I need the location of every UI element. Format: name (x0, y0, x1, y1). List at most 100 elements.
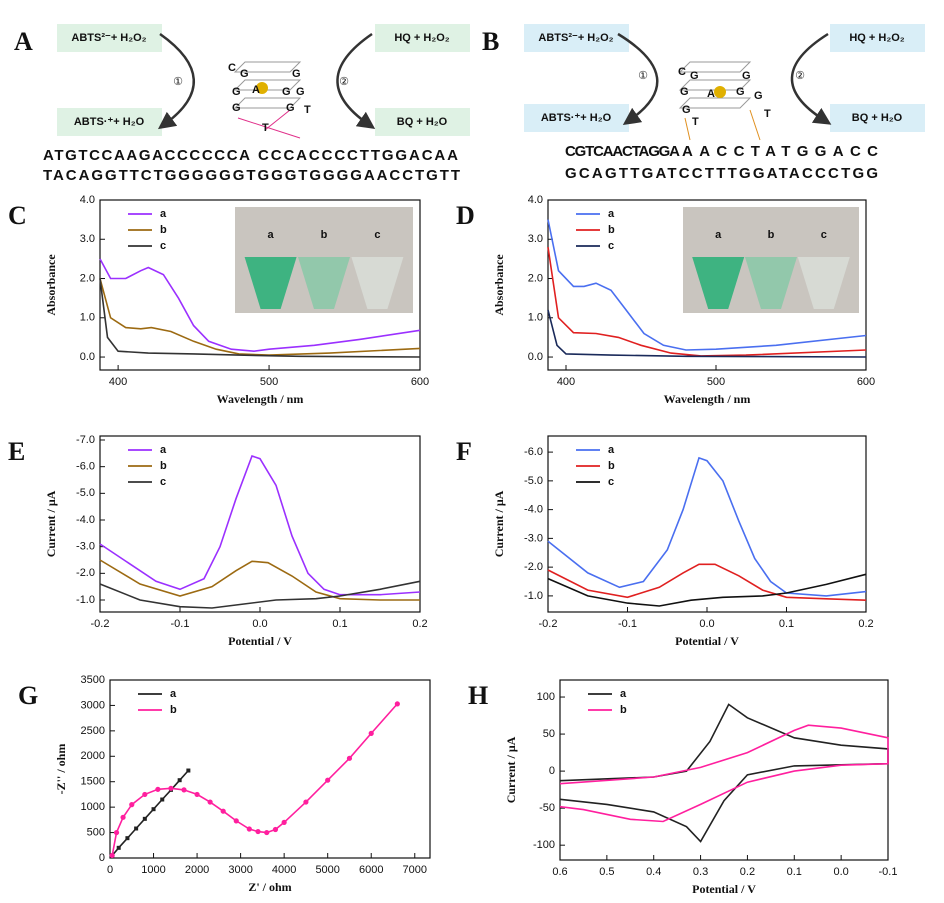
y-tick-label: 1500 (81, 776, 105, 788)
x-tick-label: 600 (411, 376, 429, 388)
x-tick-label: -0.1 (618, 618, 637, 630)
x-tick-label: 0.1 (787, 866, 802, 878)
base: T (304, 104, 311, 116)
marker (220, 808, 226, 814)
legend-label: c (160, 240, 166, 252)
y-tick-label: 3.0 (80, 233, 95, 245)
marker (155, 786, 161, 792)
panel-b: B ABTS²⁻+ H₂O₂ HQ + H₂O₂ ABTS·⁺+ H₂O BQ … (482, 24, 925, 182)
marker (113, 829, 120, 836)
inset-label: b (768, 229, 775, 241)
arrow (157, 32, 195, 130)
y-tick-label: -6.0 (76, 461, 95, 473)
x-tick-label: -0.2 (539, 618, 558, 630)
step: ① (638, 70, 648, 82)
marker (168, 785, 174, 791)
inset-label: c (374, 229, 380, 241)
box-text: HQ + H₂O₂ (394, 32, 449, 44)
step: ② (795, 70, 805, 82)
base: G (232, 86, 241, 98)
box (57, 108, 162, 136)
strand: ATGTCCAAGACCCCCCA (43, 147, 250, 164)
y-tick-label: -2.0 (524, 561, 543, 573)
y-tick-label: -1.0 (76, 594, 95, 606)
arrow (790, 32, 832, 125)
base: C (228, 62, 236, 74)
base: G (282, 86, 291, 98)
x-axis-label: Potential / V (228, 634, 292, 648)
x-tick-label: 0.1 (332, 618, 347, 630)
x-tick-label: 600 (857, 376, 875, 388)
x-tick-label: -0.2 (91, 618, 110, 630)
box-text: HQ + H₂O₂ (849, 32, 904, 44)
y-tick-label: 3000 (81, 699, 105, 711)
marker (134, 826, 139, 831)
marker (120, 814, 126, 820)
legend-label: a (160, 444, 167, 456)
marker (264, 829, 270, 836)
data-line (99, 454, 421, 596)
plot-frame (99, 199, 421, 371)
base: G (232, 102, 241, 114)
y-tick-label: 4.0 (80, 194, 95, 206)
data-line (99, 258, 421, 353)
data-line (547, 563, 867, 601)
y-tick-label: 50 (543, 728, 555, 740)
y-tick-label: 0 (99, 852, 105, 864)
marker (346, 755, 353, 761)
base: G (742, 70, 751, 82)
y-tick-label: 0.0 (80, 351, 95, 363)
data-line (547, 456, 867, 597)
strand: GCAGTTGATCCTTTGGATACCCTGG (565, 165, 878, 182)
panel-label: D (456, 201, 475, 230)
base: T (262, 122, 269, 134)
step: ① (173, 76, 183, 88)
marker (368, 730, 374, 737)
x-tick-label: 0.0 (699, 618, 714, 630)
plot-frame (109, 679, 431, 859)
strand: CCCACCCCTTGGACAA (258, 147, 458, 164)
box (830, 24, 925, 52)
marker (325, 777, 331, 783)
y-tick-label: 2.0 (528, 272, 543, 284)
y-tick-label: 2.0 (80, 272, 95, 284)
arrow (617, 32, 659, 126)
chart: H 0.6 0.5 0.4 0.3 0.2 0.1 0.0 -0.1 -100 -50 0 50 100 P… (468, 679, 897, 896)
x-tick-label: 4000 (272, 864, 296, 876)
tube (692, 257, 745, 309)
arrow (336, 32, 376, 130)
base: G (240, 68, 249, 80)
base: G (286, 102, 295, 114)
base: G (680, 86, 689, 98)
data-line (111, 769, 189, 857)
y-tick-label: -2.0 (76, 567, 95, 579)
marker (394, 701, 400, 707)
box (375, 24, 470, 52)
marker (194, 791, 200, 798)
base: C (678, 66, 686, 78)
marker (281, 819, 287, 826)
marker (160, 797, 165, 802)
y-tick-label: -3.0 (524, 532, 543, 544)
x-axis-label: Potential / V (675, 634, 739, 648)
base: T (692, 116, 699, 128)
y-tick-label: 1000 (81, 801, 105, 813)
inset-label: b (321, 229, 328, 241)
legend-label: a (608, 444, 615, 456)
base: A (707, 88, 715, 100)
legend-label: c (608, 240, 614, 252)
y-tick-label: -50 (539, 802, 555, 814)
y-axis-label: Current / μA (44, 490, 58, 557)
box-text: BQ + H₂O (397, 116, 448, 128)
x-tick-label: 0 (107, 864, 113, 876)
box-text: BQ + H₂O (852, 112, 903, 124)
y-tick-label: 4.0 (528, 194, 543, 206)
panel-label: B (482, 27, 499, 56)
chart: G 0 1000 2000 3000 4000 5000 6000 7000 0 500 1000 15… (18, 674, 431, 894)
box-text: ABTS²⁻+ H₂O₂ (538, 32, 613, 44)
data-line (547, 573, 867, 607)
legend-label: b (620, 704, 627, 716)
box (375, 108, 470, 136)
